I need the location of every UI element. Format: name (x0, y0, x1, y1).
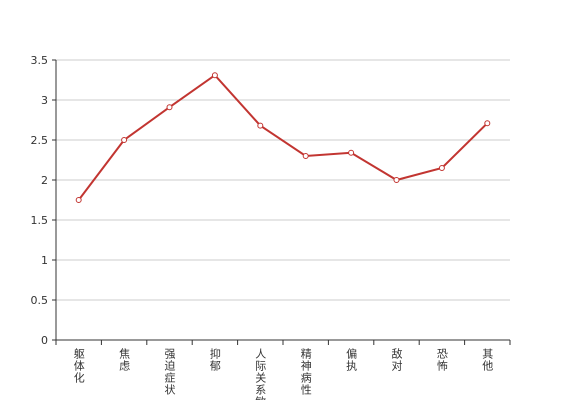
y-tick-label: 1 (41, 254, 48, 267)
x-tick-label: 恐怖 (435, 348, 448, 372)
y-tick-label: 3.5 (31, 54, 49, 67)
y-tick-label: 2.5 (31, 134, 49, 147)
x-tick-label: 焦虑 (118, 348, 131, 372)
point (302, 153, 309, 159)
x-tick-label: 抑郁 (208, 347, 221, 372)
point (438, 165, 445, 171)
line (77, 73, 489, 201)
x-tick-label: 偏执 (345, 347, 358, 372)
y-tick-label: 0 (41, 334, 48, 347)
point (121, 137, 128, 143)
y-tick-label: 1.5 (31, 214, 49, 227)
y-tick-label: 0.5 (31, 294, 49, 307)
x-tick-label: 敌对 (390, 347, 403, 372)
x-tick-label: 强迫症状 (163, 348, 176, 396)
point (166, 104, 173, 111)
x-tick-label: 其他 (481, 348, 494, 372)
x-tick-label: 人际关系敏感 (254, 348, 267, 400)
point (211, 72, 218, 79)
point (75, 197, 82, 203)
x-tick-label: 精神病性 (299, 348, 312, 396)
point (348, 149, 355, 156)
y-tick-label: 3 (41, 94, 48, 107)
point (393, 177, 400, 183)
point (257, 122, 264, 129)
point (484, 120, 491, 127)
x-tick-label: 躯体化 (72, 348, 85, 384)
y-tick-label: 2 (41, 174, 48, 187)
